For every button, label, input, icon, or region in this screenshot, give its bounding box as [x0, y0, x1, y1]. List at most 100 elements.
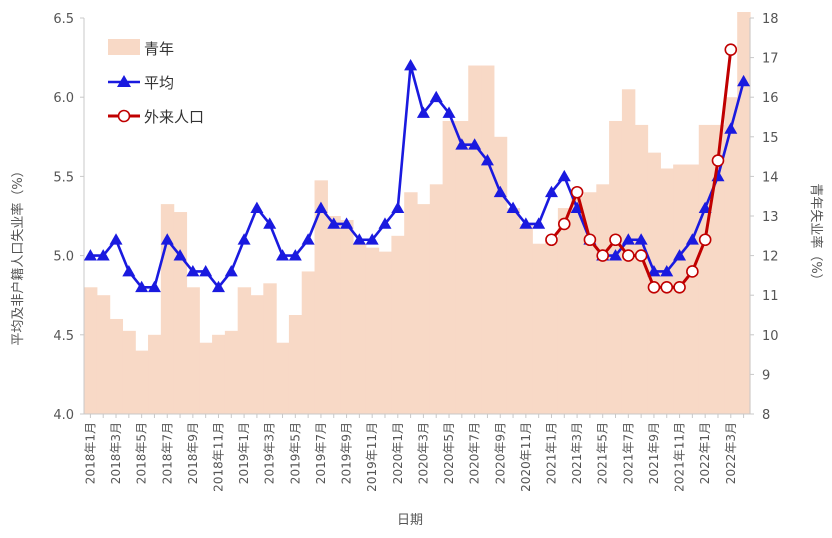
migrant-point	[596, 249, 610, 262]
x-tick-label: 2022年1月	[698, 422, 712, 484]
youth-bar	[276, 342, 290, 414]
average-point	[493, 185, 507, 198]
average-point	[122, 264, 136, 277]
average-point	[83, 249, 97, 261]
x-tick-label: 2019年7月	[314, 422, 328, 484]
x-tick-label: 2020年1月	[391, 422, 405, 484]
youth-bar	[122, 330, 136, 414]
x-tick-label: 2020年3月	[416, 422, 430, 484]
average-point	[506, 201, 520, 213]
youth-bar	[378, 251, 392, 414]
y-right-tick-label: 11	[762, 289, 779, 304]
youth-bar	[96, 295, 111, 414]
migrant-point	[570, 185, 584, 199]
average-point	[391, 201, 405, 213]
youth-bar	[442, 120, 457, 415]
average-point	[276, 249, 290, 261]
youth-bar	[212, 334, 226, 414]
x-axis-label: 日期	[397, 513, 423, 528]
youth-bar	[301, 271, 316, 414]
y-left-tick-label: 6.0	[53, 91, 74, 106]
average-point	[378, 217, 392, 229]
migrant-point	[634, 249, 648, 262]
x-tick-label: 2021年3月	[570, 422, 584, 484]
average-point	[544, 185, 558, 198]
youth-bar	[250, 295, 264, 414]
x-tick-label: 2021年9月	[647, 422, 661, 484]
average-point	[340, 217, 354, 229]
x-tick-label: 2019年1月	[237, 422, 251, 484]
migrant-point	[698, 233, 712, 247]
x-tick-label: 2021年1月	[544, 422, 558, 484]
legend-label: 平均	[144, 74, 174, 92]
youth-bar	[519, 223, 533, 414]
x-tick-label: 2018年11月	[211, 422, 225, 492]
migrant-point	[609, 233, 622, 247]
migrant-point	[724, 43, 738, 56]
average-point	[199, 264, 213, 277]
youth-bar	[455, 120, 469, 415]
y-left-tick-label: 6.5	[53, 12, 74, 27]
y-right-tick-label: 8	[762, 408, 770, 423]
youth-bar	[493, 136, 508, 415]
youth-bar	[109, 318, 124, 414]
migrant-point	[686, 265, 699, 278]
youth-bar	[506, 208, 521, 414]
youth-bar	[404, 192, 418, 414]
youth-bar	[365, 247, 380, 414]
legend-marker-average	[117, 75, 131, 87]
average-point	[404, 59, 418, 71]
average-point	[532, 217, 546, 229]
average-point	[737, 74, 751, 87]
average-point	[211, 280, 225, 293]
youth-bar	[340, 219, 354, 414]
average-point	[186, 264, 200, 277]
average-point	[557, 169, 571, 182]
y-left-tick-label: 4.5	[53, 329, 74, 344]
youth-bar	[352, 243, 367, 414]
average-point	[429, 90, 443, 103]
youth-bar	[314, 180, 328, 414]
x-tick-label: 2018年9月	[186, 422, 200, 484]
youth-bar	[532, 243, 546, 414]
average-point	[96, 249, 110, 261]
average-point	[480, 154, 494, 166]
youth-bar	[737, 12, 751, 414]
average-point	[416, 106, 430, 118]
average-point	[698, 201, 712, 213]
youth-bar	[135, 350, 149, 414]
youth-bar	[634, 124, 649, 415]
youth-bar	[237, 287, 252, 414]
x-tick-label: 2021年11月	[673, 422, 687, 492]
youth-bar	[570, 196, 585, 414]
youth-bar	[160, 204, 175, 414]
average-point	[147, 280, 161, 293]
y-left-tick-label: 5.5	[53, 170, 74, 185]
x-tick-label: 2022年3月	[724, 422, 738, 484]
average-point	[237, 233, 251, 245]
youth-bar	[481, 65, 495, 415]
migrant-point	[557, 217, 571, 231]
youth-bar	[199, 342, 213, 414]
tick-labels: 4.0 4.5 5.0 5.5 6.0 6.5 8 9 10 11 12 13 14 15 16 17 18 20…	[53, 12, 778, 492]
average-point	[263, 217, 277, 229]
y-right-tick-label: 14	[762, 170, 779, 185]
x-tick-label: 2021年7月	[621, 422, 635, 484]
migrant-point	[673, 280, 686, 294]
x-tick-label: 2018年1月	[83, 422, 97, 484]
x-tick-label: 2019年9月	[340, 422, 354, 484]
youth-bar	[583, 192, 597, 414]
x-tick-label: 2018年3月	[109, 422, 123, 484]
youth-bar	[545, 239, 559, 414]
migrant-point	[647, 280, 661, 294]
average-point	[621, 233, 635, 245]
average-point	[314, 201, 328, 213]
y-right-tick-label: 9	[762, 368, 770, 383]
x-tick-label: 2020年5月	[442, 422, 456, 484]
y-right-tick-label: 15	[762, 131, 779, 146]
youth-bar	[724, 97, 738, 414]
x-tick-label: 2020年7月	[468, 422, 482, 484]
average-point	[724, 122, 738, 134]
youth-bar	[417, 204, 431, 414]
youth-bar	[596, 184, 610, 414]
